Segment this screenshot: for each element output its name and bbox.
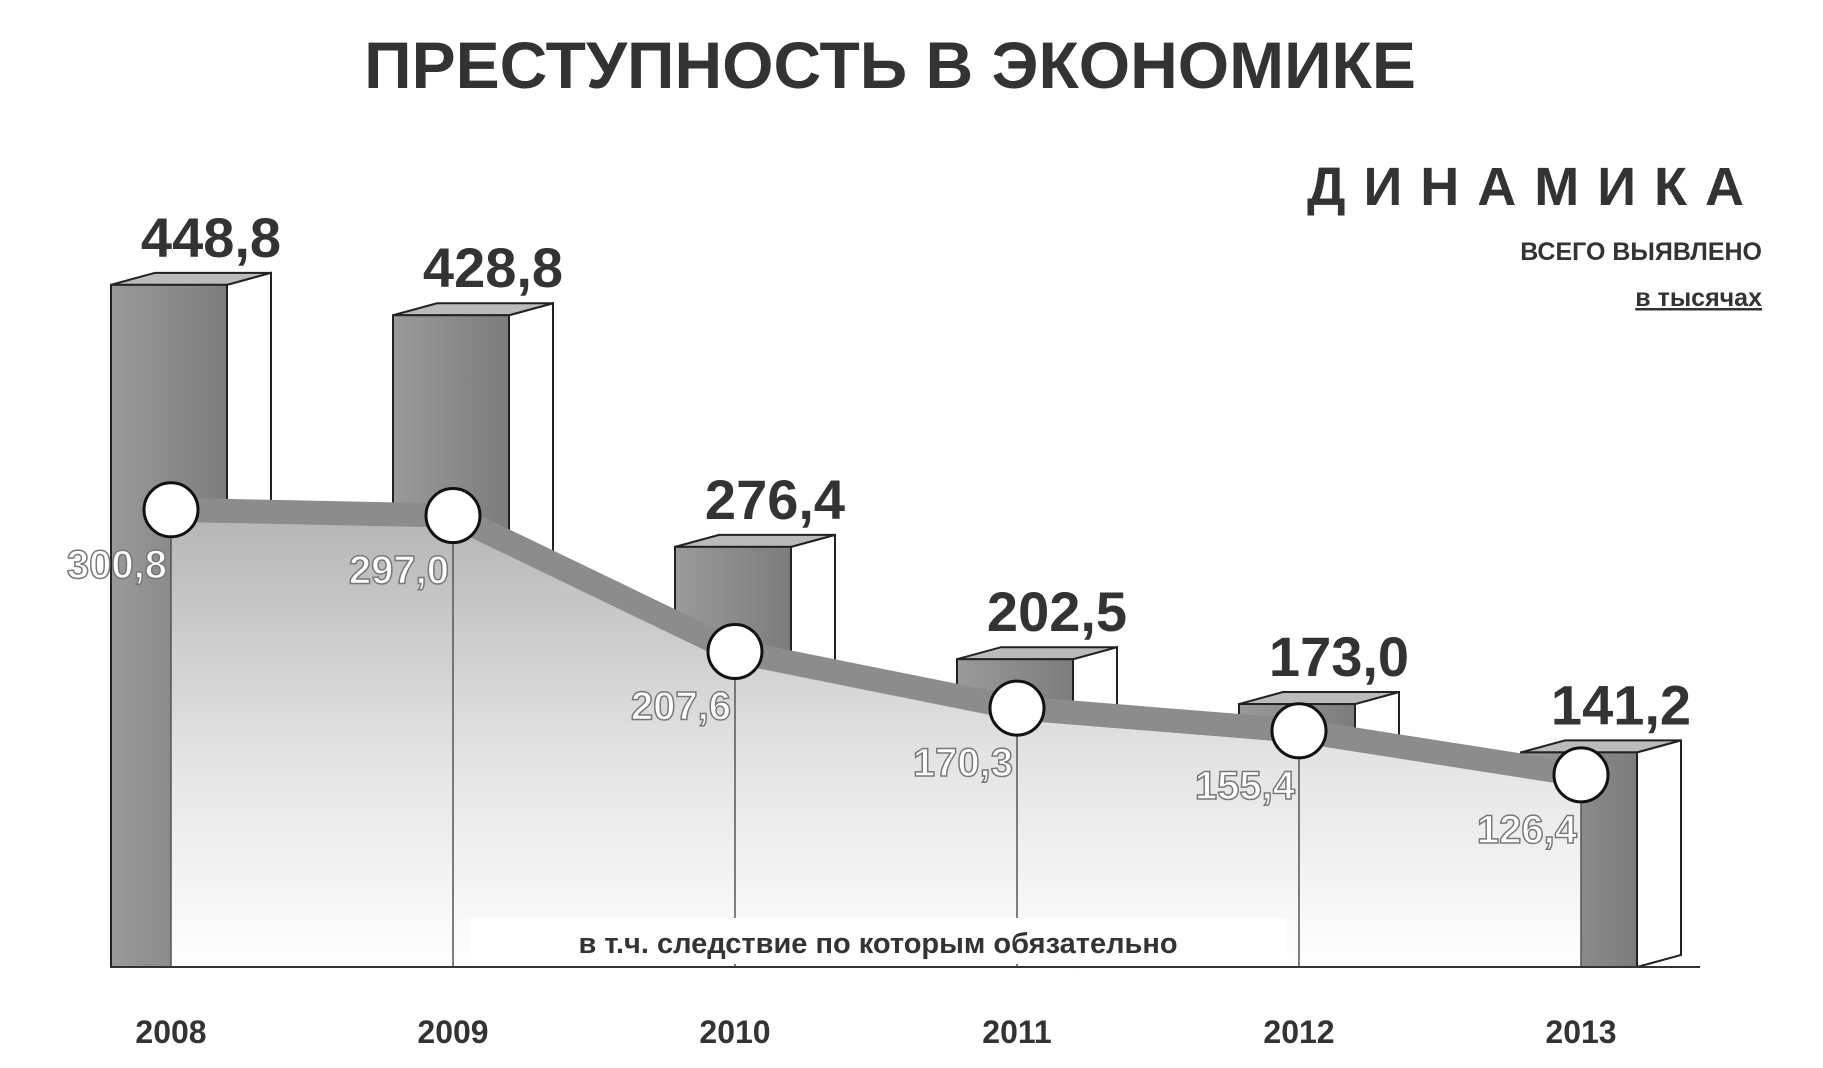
bar-value-label: 448,8 xyxy=(141,206,281,269)
point xyxy=(142,481,200,539)
point xyxy=(1552,746,1610,804)
series-label: ВСЕГО ВЫЯВЛЕНО xyxy=(1520,238,1762,266)
series-label: в т.ч. следствие по которым обязательно xyxy=(578,928,1177,960)
bar-side xyxy=(1636,739,1682,969)
bar-value-label: 202,5 xyxy=(987,580,1127,643)
series-label-bg xyxy=(470,918,1286,964)
line xyxy=(170,497,1583,787)
x-tick-label: 2011 xyxy=(982,1014,1051,1050)
bar-value-label: 141,2 xyxy=(1551,673,1691,736)
x-tick-label: 2013 xyxy=(1545,1014,1616,1050)
plot: 448,8 428,8 276,4 202,5 173,0 141,2 в т.ч. сле… xyxy=(66,206,1700,1050)
point xyxy=(1270,702,1328,760)
point xyxy=(988,679,1046,737)
point-value-label: 126,4 xyxy=(1477,808,1578,852)
point xyxy=(424,487,482,545)
bar-value-label: 428,8 xyxy=(423,236,563,299)
point-value-label: 297,0 xyxy=(349,549,449,593)
x-tick-label: 2009 xyxy=(417,1014,488,1050)
bar-value-label: 173,0 xyxy=(1269,625,1409,688)
unit-label: в тысячах xyxy=(1635,284,1762,312)
x-tick-label: 2010 xyxy=(699,1014,770,1050)
point-value-label: 300,8 xyxy=(67,543,167,587)
point-value-label: 155,4 xyxy=(1195,764,1296,808)
chart-title: ПРЕСТУПНОСТЬ В ЭКОНОМИКЕ xyxy=(364,28,1416,102)
bar-value-label: 276,4 xyxy=(705,468,845,531)
subtitle: ДИНАМИКА xyxy=(1307,157,1762,217)
point-value-label: 207,6 xyxy=(631,684,731,728)
point xyxy=(706,622,764,680)
x-tick-label: 2012 xyxy=(1263,1014,1334,1050)
x-tick-label: 2008 xyxy=(135,1014,206,1050)
point-value-label: 170,3 xyxy=(913,741,1013,785)
